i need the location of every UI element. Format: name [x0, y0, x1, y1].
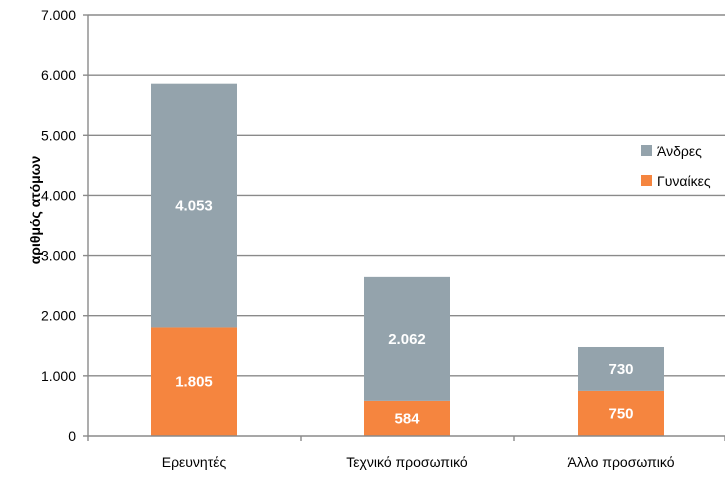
legend: Άνδρες Γυναίκες: [641, 143, 711, 189]
y-tick-label: 5.000: [41, 127, 76, 143]
bar-segment-men: [578, 346, 664, 391]
y-tick-label: 6.000: [41, 67, 76, 83]
y-tick-label: 3.000: [41, 248, 76, 264]
axes: 0 1.000 2.000 3.000 4.000 5.000 6.000 7.000 Ερευ…: [41, 7, 725, 470]
bar-segment-women: [578, 390, 664, 436]
legend-swatch: [641, 145, 652, 156]
legend-swatch: [641, 175, 652, 186]
x-tick-label: Ερευνητές: [162, 454, 227, 470]
data-label: 1.805: [175, 374, 213, 391]
y-tick-label: 4.000: [41, 187, 76, 203]
legend-label: Άνδρες: [657, 143, 702, 159]
data-label: 584: [394, 410, 420, 427]
y-tick-label: 2.000: [41, 308, 76, 324]
data-label: 4.053: [175, 198, 213, 215]
data-labels: 1.805 4.053 584 2.062 750 730: [175, 198, 633, 428]
bars: [151, 83, 664, 436]
bar-segment-men: [364, 276, 450, 401]
data-label: 730: [608, 361, 633, 378]
y-axis-label: αριθμός ατόμων: [27, 155, 43, 264]
bar-segment-women: [364, 400, 450, 436]
legend-label: Γυναίκες: [657, 173, 711, 189]
data-label: 750: [608, 405, 633, 422]
bar-segment-men: [151, 83, 237, 328]
y-tick-label: 0: [68, 428, 76, 444]
data-label: 2.062: [388, 331, 426, 348]
x-tick-label: Άλλο προσωπικό: [568, 454, 675, 470]
x-tick-label: Τεχνικό προσωπικό: [346, 454, 468, 470]
y-tick-label: 7.000: [41, 7, 76, 23]
bar-segment-women: [151, 327, 237, 436]
y-tick-label: 1.000: [41, 368, 76, 384]
